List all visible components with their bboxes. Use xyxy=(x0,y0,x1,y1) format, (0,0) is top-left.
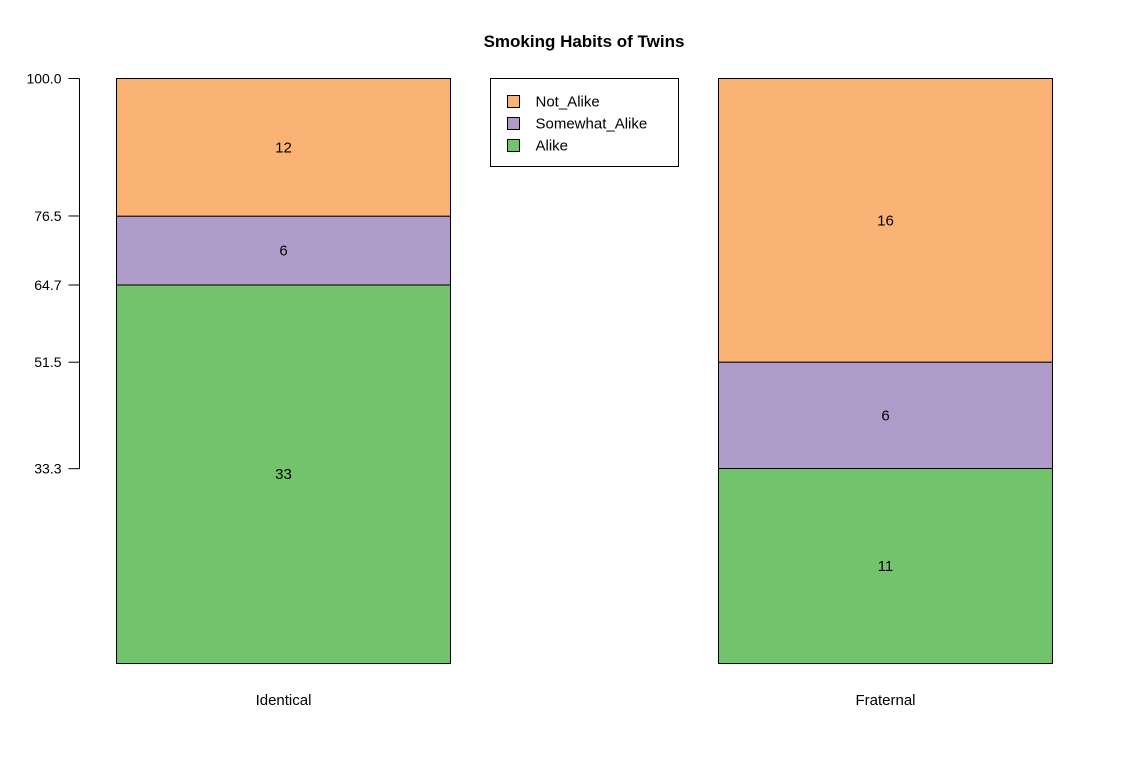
legend-swatch-alike xyxy=(507,139,520,152)
bar-value-label: 6 xyxy=(881,407,889,424)
y-axis: 33.3 51.5 64.7 76.5 100.0 xyxy=(26,71,80,477)
bar-segment-not-alike xyxy=(718,78,1053,363)
legend-swatch-somewhat-alike xyxy=(507,117,520,130)
legend-box xyxy=(490,78,679,167)
bar-value-label: 11 xyxy=(878,558,894,575)
legend-swatch-not-alike xyxy=(507,95,520,108)
bar-identical: 33 6 12 xyxy=(116,78,451,664)
bar-segment-alike xyxy=(116,284,451,664)
y-tick-label: 64.7 xyxy=(34,277,61,293)
chart-title: Smoking Habits of Twins xyxy=(484,32,685,51)
bar-segment-somewhat-alike xyxy=(116,215,451,286)
bar-value-label: 12 xyxy=(275,139,292,156)
category-labels: Identical Fraternal xyxy=(256,692,916,709)
bar-segment-not-alike xyxy=(116,78,451,217)
y-tick-label: 100.0 xyxy=(26,71,61,87)
y-tick-label: 33.3 xyxy=(34,461,61,477)
category-label: Fraternal xyxy=(855,692,915,709)
legend-label: Alike xyxy=(536,138,569,155)
legend-label: Not_Alike xyxy=(536,94,600,111)
bar-segment-alike xyxy=(718,468,1053,664)
bar-value-label: 33 xyxy=(275,466,292,483)
y-tick-label: 76.5 xyxy=(34,208,61,224)
bar-value-label: 6 xyxy=(279,243,287,260)
legend-label: Somewhat_Alike xyxy=(536,116,648,133)
bar-segment-somewhat-alike xyxy=(718,361,1053,469)
bar-value-label: 16 xyxy=(877,212,894,229)
legend: Not_Alike Somewhat_Alike Alike xyxy=(490,78,679,167)
category-label: Identical xyxy=(256,692,312,709)
bars: 33 6 12 11 6 16 xyxy=(116,78,1053,664)
bar-fraternal: 11 6 16 xyxy=(718,78,1053,664)
y-tick-label: 51.5 xyxy=(34,354,61,370)
